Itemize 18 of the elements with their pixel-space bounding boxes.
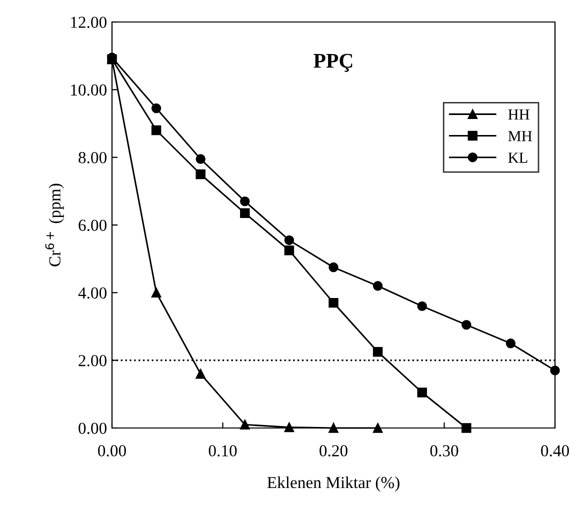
x-tick-label: 0.40 (541, 445, 569, 456)
y-tick-label: 4.00 (78, 287, 107, 299)
y-tick-label: 12.00 (71, 16, 107, 28)
legend-label: KL (508, 152, 528, 163)
x-tick-label: 0.30 (430, 445, 458, 456)
legend-label: HH (508, 110, 530, 120)
x-tick-label: 0.00 (98, 445, 126, 456)
y-tick-label: 8.00 (78, 152, 107, 164)
x-tick-label: 0.20 (320, 445, 348, 456)
y-tick-label: 0.00 (78, 422, 107, 434)
legend-label: MH (508, 131, 532, 142)
text: PPÇ (314, 54, 352, 72)
y-tick-label: 2.00 (78, 355, 107, 366)
x-axis-title: Eklenen Miktar (%) (267, 476, 400, 492)
x-tick-label: 0.10 (208, 445, 237, 456)
y-axis-title: Cr$^{6+}$ (ppm) (45, 184, 64, 266)
y-tick-label: 10.00 (71, 84, 107, 96)
y-tick-label: 6.00 (78, 220, 107, 232)
